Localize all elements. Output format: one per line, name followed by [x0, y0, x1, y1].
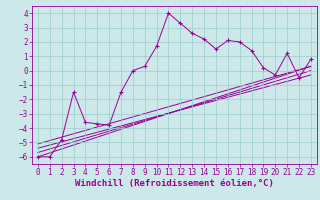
- X-axis label: Windchill (Refroidissement éolien,°C): Windchill (Refroidissement éolien,°C): [75, 179, 274, 188]
